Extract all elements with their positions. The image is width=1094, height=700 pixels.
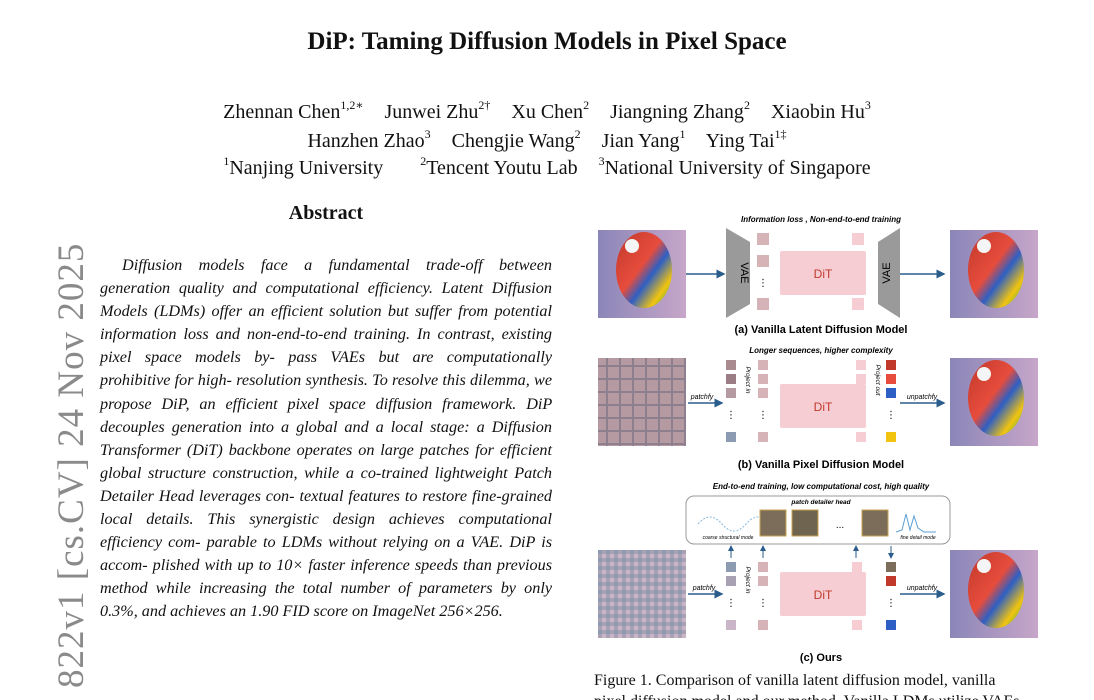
panel-b-note: Longer sequences, higher complexity <box>749 346 893 355</box>
abstract-line: plished with up to 10× faster inference … <box>152 556 553 575</box>
author-sup: 1,2∗ <box>340 98 364 112</box>
panel-a-caption: (a) Vanilla Latent Diffusion Model <box>735 324 908 336</box>
affiliations: 1Nanjing University 2Tencent Youtu Lab 3… <box>0 154 1094 180</box>
author-line-2: Hanzhen Zhao3 Chengjie Wang2 Jian Yang1 … <box>0 127 1094 153</box>
abstract-line: Diffusion models face a fundamental trad… <box>122 256 552 274</box>
svg-text:⋮: ⋮ <box>758 278 768 289</box>
abstract-line: training. In contrast, existing pixel sp… <box>100 325 553 367</box>
patch-detailer-head-title: patch detailer head <box>790 499 851 506</box>
figure-caption-line: pixel diffusion model and our method. Va… <box>594 691 1048 700</box>
patchify-label-b: patchfy <box>690 394 714 401</box>
abstract-line: generation quality and computational eff… <box>100 279 484 298</box>
panel-a: Information loss , Non-end-to-end traini… <box>598 215 1038 336</box>
vae-right-label: VAE <box>881 262 893 283</box>
abstract-line: only 0.3%, and achieves an 1.90 FID scor… <box>100 579 553 621</box>
affil-sup: 2 <box>420 154 427 168</box>
author-sup: 1 <box>679 127 686 141</box>
abstract-line: textual features to restore fine-grained… <box>100 486 553 529</box>
abstract-line: DiP, an efficient pixel space diffusion … <box>161 394 552 413</box>
abstract-line: 256×256. <box>439 602 503 621</box>
dit-block-c <box>780 572 866 616</box>
svg-text:⋮: ⋮ <box>726 410 736 421</box>
dit-block-a <box>780 251 866 295</box>
noisy-input-c <box>598 550 686 638</box>
panel-c-caption: (c) Ours <box>800 652 842 664</box>
unpatchify-label-c: unpatchfy <box>907 585 938 592</box>
author-sup: 3 <box>864 98 871 112</box>
svg-text:⋮: ⋮ <box>886 410 896 421</box>
patchify-label-c: patchfy <box>692 585 716 592</box>
project-in-label-b: Project in <box>744 366 751 393</box>
unpatchify-label-b: unpatchfy <box>907 394 938 401</box>
svg-text:⋮: ⋮ <box>758 410 768 421</box>
parrot-image-output-b <box>950 358 1038 446</box>
project-in-label-c: Project in <box>744 566 751 593</box>
author-name: Hanzhen Zhao <box>307 130 425 152</box>
vae-left-label: VAE <box>738 262 750 283</box>
author-name: Xiaobin Hu <box>770 101 865 123</box>
abstract-body: Diffusion models face a fundamental trad… <box>100 254 552 624</box>
abstract-line: parable to LDMs without relying on a VAE… <box>100 533 552 575</box>
affil-name: Tencent Youtu Lab <box>426 157 578 179</box>
arxiv-stamp: 822v1 [cs.CV] 24 Nov 2025 <box>51 242 92 688</box>
affil-name: Nanjing University <box>229 157 384 179</box>
svg-text:⋮: ⋮ <box>758 598 768 609</box>
abstract-line: pass VAEs but are computationally prohib… <box>100 348 552 390</box>
author-sup: 2 <box>583 98 590 112</box>
author-sup: 2† <box>478 98 491 112</box>
dit-label-b: DiT <box>814 400 833 414</box>
abstract-line: patches for efficient global structure c… <box>100 440 553 482</box>
panel-c: End-to-end training, low computational c… <box>598 482 1038 664</box>
author-name: Chengjie Wang <box>451 130 575 152</box>
abstract-line: suffer from potential information loss a… <box>100 302 552 344</box>
figure-caption: Figure 1. Comparison of vanilla latent d… <box>594 670 1048 700</box>
svg-text:⋮: ⋮ <box>726 598 736 609</box>
affil-sup: 1 <box>223 154 230 168</box>
coarse-mode-label: coarse structural mode <box>703 535 754 541</box>
parrot-image-output-a <box>950 230 1038 318</box>
panel-a-note: Information loss , Non-end-to-end traini… <box>741 215 901 224</box>
author-name: Jian Yang <box>601 130 680 152</box>
abstract-line: decouples generation into a global and a… <box>100 417 485 436</box>
abstract-line: co-trained lightweight Patch Detailer He… <box>100 463 552 505</box>
dit-block-b <box>780 384 866 428</box>
abstract-line: Diffusion Transformer (DiT) backbone ope… <box>100 417 552 459</box>
parrot-image-input <box>598 230 686 318</box>
abstract-heading: Abstract <box>288 202 364 224</box>
author-line-1: Zhennan Chen1,2∗ Junwei Zhu2† Xu Chen2 J… <box>0 98 1094 124</box>
ellipsis-c: ... <box>836 520 844 531</box>
abstract-line: resolution synthesis. To resolve this di… <box>100 371 553 413</box>
patch-grid-input-b <box>598 358 686 446</box>
panel-b-caption: (b) Vanilla Pixel Diffusion Model <box>738 459 904 471</box>
author-name: Junwei Zhu <box>384 101 479 123</box>
author-name: Jiangning Zhang <box>610 101 744 123</box>
svg-text:⋮: ⋮ <box>886 598 896 609</box>
parrot-image-output-c <box>950 550 1038 638</box>
vae-encoder <box>726 228 750 318</box>
abstract-line: Diffusion Models (LDMs) offer an efficie… <box>100 279 552 321</box>
figure-1: Information loss , Non-end-to-end traini… <box>598 215 1038 664</box>
coarse-wave <box>697 516 771 532</box>
affil-name: National University of Singapore <box>604 157 871 179</box>
fine-wave <box>895 513 936 533</box>
author-sup: 3 <box>424 127 431 141</box>
dit-label-a: DiT <box>814 267 833 281</box>
panel-c-note: End-to-end training, low computational c… <box>713 482 930 491</box>
author-sup: 2 <box>743 98 750 112</box>
author-name: Zhennan Chen <box>223 101 341 123</box>
panel-b: Longer sequences, higher complexity patc… <box>598 346 1038 471</box>
author-name: Ying Tai <box>705 130 775 152</box>
author-sup: 2 <box>574 127 581 141</box>
dit-label-c: DiT <box>814 588 833 602</box>
abstract-line: synergistic design achieves computationa… <box>100 510 552 552</box>
author-sup: 1‡ <box>774 127 787 141</box>
fine-mode-label: fine detail mode <box>900 535 936 541</box>
project-out-label-b: Project out <box>874 364 881 396</box>
figure-caption-line: Figure 1. Comparison of vanilla latent d… <box>594 672 996 689</box>
paper-title: DiP: Taming Diffusion Models in Pixel Sp… <box>307 28 787 55</box>
author-name: Xu Chen <box>511 101 584 123</box>
vae-decoder <box>878 228 900 318</box>
affil-sup: 3 <box>598 154 605 168</box>
abstract-line: method while increasing the total number… <box>100 579 516 598</box>
